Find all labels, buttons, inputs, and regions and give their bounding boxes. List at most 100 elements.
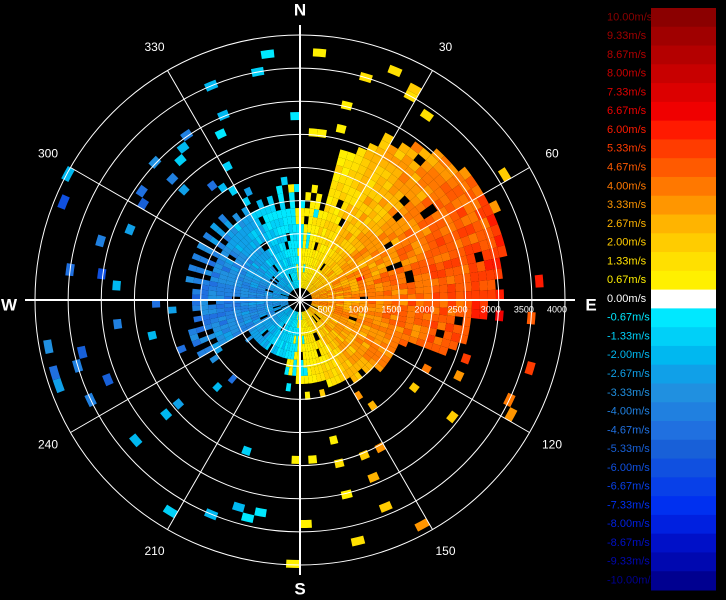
echo-cell [314,259,320,268]
echo-cell [296,280,299,289]
range-label: 4000 [547,304,567,314]
echo-cell [367,288,376,293]
echo-cell [379,321,389,329]
echo-cell [375,300,384,305]
echo-cell [291,216,297,225]
echo-cell [312,324,318,333]
echo-cell [256,290,265,295]
echo-cell [351,293,360,298]
echo-cell [264,304,273,308]
echo-cell [400,333,411,342]
echo-cell [277,193,285,203]
echo-cell [295,335,299,344]
echo-cell [374,282,383,289]
echo-cell [264,294,273,298]
echo-cell [272,227,279,237]
echo-cell [481,249,492,261]
echo-cell [341,184,351,195]
echo-cell [301,311,304,320]
echo-cell [331,263,339,271]
echo-cell [460,235,472,247]
echo-cell [439,194,451,207]
echo-cell [335,290,344,295]
echo-cell [200,284,210,291]
echo-cell [311,293,320,297]
echo-cell [407,300,416,307]
echo-cell [404,189,416,201]
echo-cell [263,261,271,269]
echo-cell [399,305,408,312]
echo-cell [446,410,459,424]
echo-cell [220,323,230,331]
echo-cell [455,206,468,219]
echo-cell [334,288,344,293]
echo-cell [413,213,425,224]
colorbar-label: 9.33m/s [607,30,647,42]
echo-cell [256,307,266,312]
echo-cell [147,330,158,341]
echo-cell [286,308,293,316]
colorbar-label: -6.67m/s [607,481,650,493]
echo-cell [289,200,296,209]
echo-cell [450,197,463,210]
echo-cell [255,236,263,245]
echo-cell [311,333,316,342]
echo-cell [327,332,335,341]
echo-cell [367,345,378,355]
echo-cell [319,304,328,308]
echo-layer [43,48,544,568]
echo-cell [211,321,221,329]
echo-cell [382,180,394,192]
echo-cell [343,289,352,294]
echo-cell [336,322,346,329]
echo-cell [203,269,213,277]
echo-cell [491,257,502,270]
echo-cell [396,216,407,228]
echo-cell [317,226,324,236]
echo-cell [275,185,284,195]
echo-cell [427,191,440,204]
echo-cell [445,189,458,202]
echo-cell [278,260,284,269]
echo-cell [338,319,347,326]
echo-cell [330,241,338,250]
echo-cell [282,277,289,285]
echo-cell [281,290,290,296]
echo-cell [261,223,270,233]
echo-cell [256,295,265,299]
echo-cell [232,330,242,338]
echo-cell [442,233,454,245]
echo-cell [289,318,294,327]
echo-cell [374,258,385,266]
echo-cell [447,307,456,317]
echo-cell [302,311,306,320]
echo-cell [325,285,334,290]
echo-cell [261,276,270,282]
echo-cell [290,208,296,217]
echo-cell [324,312,333,318]
echo-cell [269,220,277,230]
echo-cell [409,172,422,185]
echo-cell [258,312,268,318]
echo-cell [421,172,434,185]
echo-cell [216,307,225,314]
echo-cell [241,310,250,316]
echo-cell [344,176,354,187]
echo-cell [478,239,490,252]
echo-cell [311,249,317,259]
echo-cell [421,184,434,197]
echo-cell [303,375,309,384]
echo-cell [290,335,295,344]
echo-cell [215,334,226,342]
echo-cell [217,315,227,322]
echo-cell [372,213,383,224]
echo-cell [390,221,401,232]
echo-cell [353,350,363,360]
echo-cell [399,288,408,295]
echo-cell [214,330,224,338]
echo-cell [272,301,281,303]
colorbar-label: -4.67m/s [607,424,650,436]
echo-cell [272,304,281,308]
echo-cell [382,285,392,292]
echo-cell [331,329,339,337]
